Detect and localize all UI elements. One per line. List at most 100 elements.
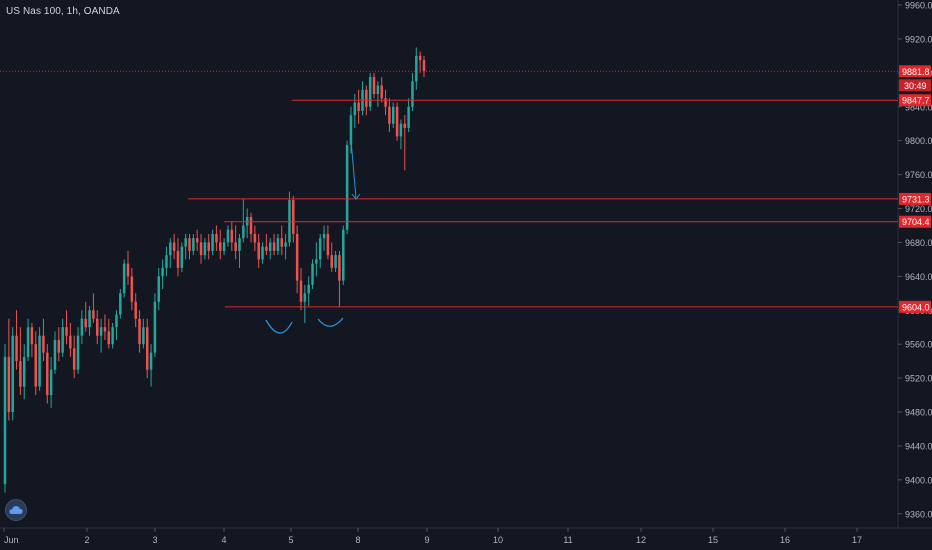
price-tick-label: 9960.0 [905, 1, 932, 11]
annotation-curve-left[interactable] [265, 319, 293, 334]
candle-body [42, 335, 45, 353]
candle-body [299, 280, 303, 302]
candle-body [257, 242, 260, 260]
time-tick-label: 2 [84, 535, 89, 545]
candle-body [30, 327, 34, 345]
candle-body [99, 327, 103, 336]
candle-body [245, 216, 249, 226]
candle-body [280, 238, 284, 247]
candle-body [134, 301, 137, 319]
candle-body [318, 238, 322, 260]
time-tick-label: 4 [221, 535, 226, 545]
candle-body [161, 267, 164, 277]
candle-body [342, 229, 345, 281]
candle-body [126, 263, 130, 277]
time-tick-label: 17 [852, 535, 862, 545]
annotation-arrow-shaft[interactable] [350, 139, 357, 199]
candle-body [80, 318, 84, 336]
candle-body [92, 310, 95, 319]
candle-body [207, 242, 210, 251]
candle-body [119, 293, 122, 315]
candle-body [49, 369, 53, 396]
candle-body [72, 348, 76, 370]
candle-body [230, 229, 234, 243]
time-tick-label: Jun [4, 535, 19, 545]
time-tick-label: 16 [780, 535, 790, 545]
candle-body [384, 98, 387, 107]
price-tag-label: 9847.7 [902, 96, 930, 106]
countdown-tag [899, 79, 931, 92]
candle-body [261, 246, 264, 260]
price-tick-label: 9920.0 [905, 34, 932, 44]
candle-body [211, 233, 214, 251]
candle-body [69, 335, 72, 349]
candle-body [3, 356, 7, 485]
candle-body [338, 255, 341, 281]
candle-body [76, 335, 80, 370]
time-tick-label: 11 [563, 535, 572, 545]
candle-body [292, 200, 295, 234]
price-tag [899, 94, 931, 107]
candle-body [295, 233, 299, 281]
price-tag-label: 9881.8 [902, 67, 930, 77]
price-tick-label: 9640.0 [905, 272, 932, 282]
candle-body [96, 318, 99, 336]
candle-body [330, 255, 333, 268]
annotation-curve-right[interactable] [317, 317, 344, 327]
candle-body [111, 327, 114, 345]
candle-body [376, 85, 380, 95]
candle-body [311, 263, 314, 285]
candle-body [238, 238, 241, 251]
price-tick-label: 9760.0 [905, 170, 932, 180]
candle-body [188, 238, 191, 251]
candle-body [415, 55, 418, 82]
candle-body [142, 327, 145, 345]
candle-body [130, 276, 134, 302]
time-tick-label: 15 [708, 535, 718, 545]
candle-body [115, 314, 118, 328]
candle-body [276, 238, 280, 251]
candle-body [145, 327, 149, 370]
time-tick-label: 8 [355, 535, 360, 545]
symbol-title: US Nas 100, 1h, OANDA [6, 6, 120, 17]
price-tag [899, 300, 931, 313]
candle-body [380, 85, 383, 99]
candle-body [407, 106, 410, 128]
candle-body [253, 233, 257, 243]
candle-body [7, 356, 11, 413]
candle-body [234, 242, 237, 251]
candle-body [403, 123, 407, 128]
candle-body [226, 229, 230, 243]
candle-body [38, 335, 41, 387]
tradingview-logo-icon[interactable] [5, 499, 27, 521]
candle-body [169, 242, 172, 256]
candle-body [365, 89, 368, 107]
price-tag [899, 215, 931, 228]
candle-body [219, 242, 222, 251]
candle-body [368, 77, 372, 107]
candle-body [19, 361, 22, 387]
price-tag [899, 192, 931, 205]
candle-body [192, 238, 195, 251]
candle-body [172, 242, 176, 251]
candle-body [53, 339, 57, 370]
price-tick-label: 9720.0 [905, 204, 932, 214]
candle-body [345, 144, 349, 230]
candle-body [326, 233, 330, 256]
price-tag-label: 9731.3 [902, 194, 930, 204]
candle-body [349, 115, 353, 145]
candle-body [242, 225, 245, 239]
candle-body [15, 335, 18, 362]
time-tick-label: 3 [152, 535, 157, 545]
candle-body [418, 55, 422, 61]
price-tag-label: 9604.0 [902, 302, 930, 312]
candle-body [395, 106, 399, 137]
candle-body [372, 77, 376, 95]
price-tick-label: 9560.0 [905, 340, 932, 350]
candle-body [26, 327, 30, 357]
candle-body [272, 242, 276, 251]
time-tick-label: 9 [424, 535, 429, 545]
